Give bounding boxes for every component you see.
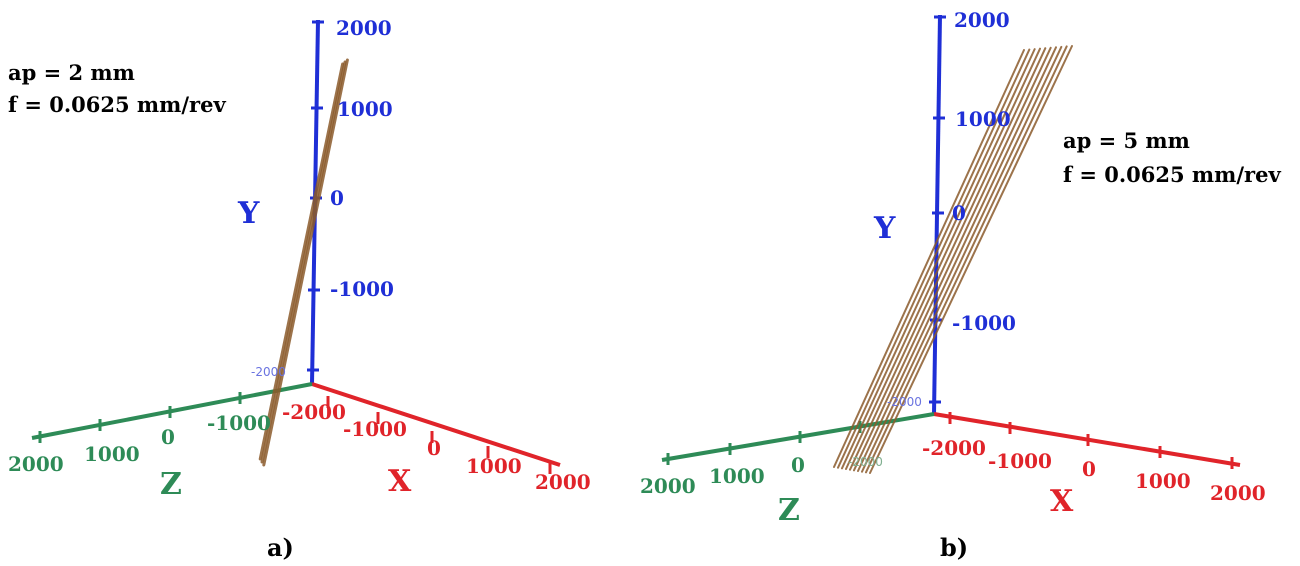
y-tick-label: 2000 [336, 16, 392, 40]
trajectory-line [841, 48, 1036, 470]
x-tick-label: 2000 [1210, 481, 1266, 505]
y-tick-label: 1000 [955, 107, 1011, 131]
trajectory-line [262, 58, 349, 467]
param-feed-rate: f = 0.0625 mm/rev [1063, 162, 1281, 187]
z-tick-label: 2000 [8, 452, 64, 476]
param-depth-of-cut: ap = 2 mm [8, 60, 135, 85]
z-tick-label: 2000 [640, 474, 696, 498]
trajectory-line [865, 45, 1068, 474]
param-depth-of-cut: ap = 5 mm [1063, 128, 1190, 153]
chart-panel-a: 2000 1000 0 -1000 -2000 Y -2000 -1000 0 … [8, 16, 591, 562]
x-tick-label: -1000 [988, 449, 1052, 473]
trajectory-lines [258, 58, 349, 467]
z-tick-label: 1000 [709, 464, 765, 488]
x-tick-label: 1000 [1135, 469, 1191, 493]
trajectory-line [861, 45, 1063, 473]
trajectory-line [849, 47, 1047, 471]
chart-panel-b: 2000 1000 0 -1000 -2000 Y -2000 -1000 0 … [640, 8, 1281, 562]
z-axis-name: Z [778, 493, 800, 528]
y-tick-label: -1000 [330, 277, 394, 301]
z-tick-label: 1000 [84, 442, 140, 466]
param-feed-rate: f = 0.0625 mm/rev [8, 92, 226, 117]
x-tick-label: 2000 [535, 470, 591, 494]
y-tick-label: 0 [952, 201, 966, 225]
y-tick-label: -2000 [251, 365, 286, 379]
z-tick-label: -2000 [848, 455, 883, 469]
x-tick-label: -1000 [343, 417, 407, 441]
trajectory-line [869, 45, 1073, 474]
z-tick-label: 0 [791, 453, 805, 477]
x-axis-line [311, 382, 561, 467]
y-tick-label: -1000 [952, 311, 1016, 335]
trajectory-line [853, 46, 1052, 472]
y-tick-label: 0 [330, 186, 344, 210]
y-tick-label: -2000 [887, 395, 922, 409]
x-tick-label: 0 [427, 436, 441, 460]
y-tick-label: 1000 [337, 97, 393, 121]
x-tick-label: -2000 [282, 400, 346, 424]
z-tick-label: -1000 [207, 411, 271, 435]
z-axis-name: Z [160, 467, 182, 502]
x-tick-label: -2000 [922, 436, 986, 460]
x-tick-label: 0 [1082, 457, 1096, 481]
trajectory-line [845, 47, 1041, 470]
x-axis-name: X [1050, 484, 1074, 519]
z-axis-line [31, 382, 313, 440]
y-axis-name: Y [237, 196, 260, 231]
trajectory-line [837, 48, 1031, 469]
trajectory-line [258, 62, 345, 461]
trajectory-line [260, 60, 347, 464]
panel-label: b) [940, 533, 968, 562]
x-axis-name: X [388, 464, 412, 499]
z-tick-label: 0 [161, 425, 175, 449]
trajectory-line [857, 46, 1057, 472]
y-tick-label: 2000 [954, 8, 1010, 32]
x-tick-label: 1000 [466, 454, 522, 478]
panel-label: a) [267, 533, 294, 562]
y-axis-name: Y [873, 211, 896, 246]
trajectory-lines [833, 45, 1073, 474]
z-axis-line [661, 412, 935, 462]
trajectory-line [833, 49, 1025, 468]
